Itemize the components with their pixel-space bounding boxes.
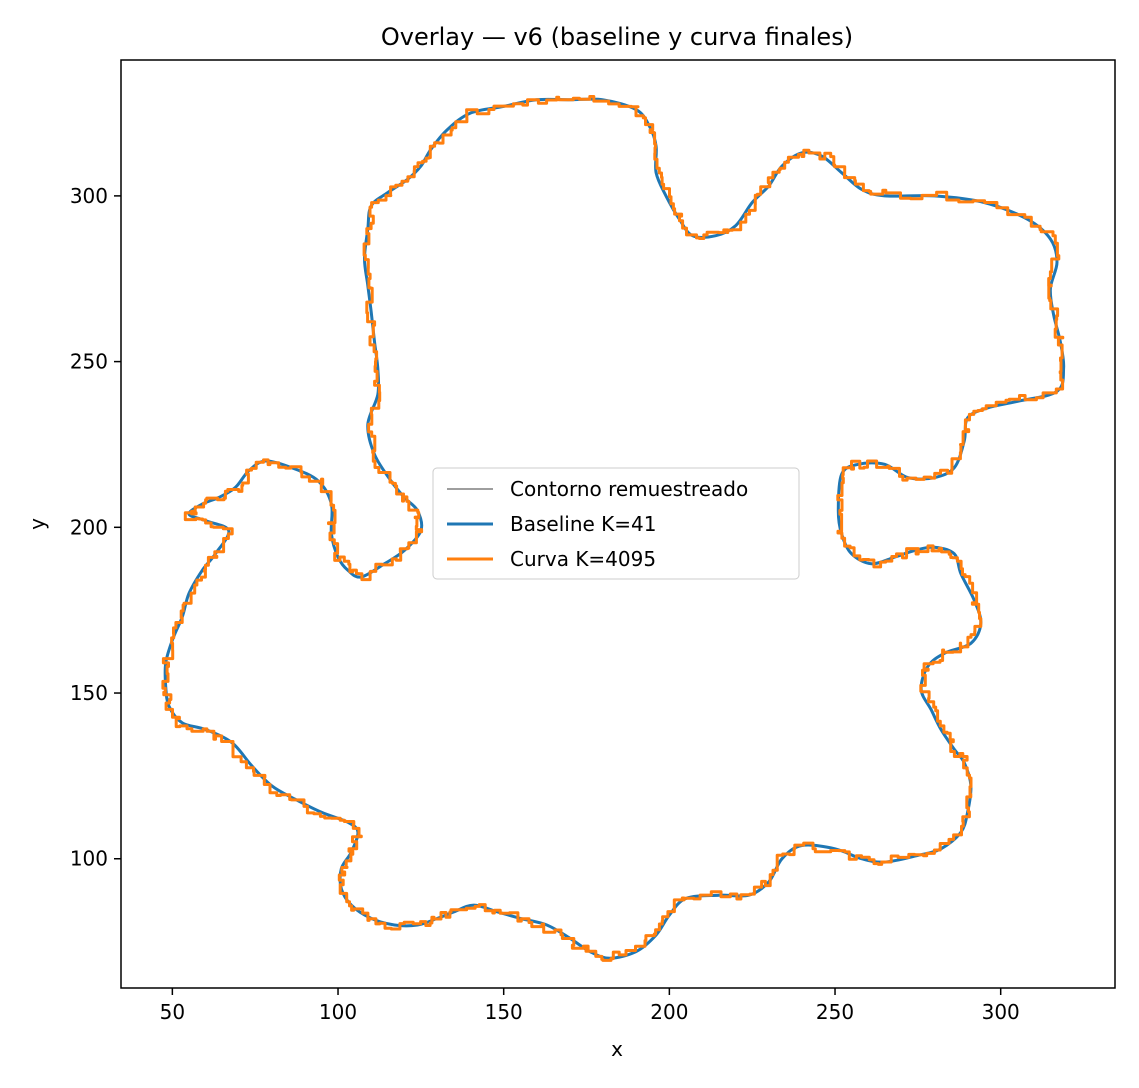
y-tick-label: 250 bbox=[70, 350, 108, 374]
x-axis-ticks: 50 100 150 200 250 300 bbox=[160, 988, 1020, 1024]
legend-label-1: Baseline K=41 bbox=[510, 512, 656, 536]
y-axis-ticks: 100 150 200 250 300 bbox=[70, 184, 121, 871]
x-tick-label: 50 bbox=[160, 1000, 185, 1024]
x-tick-label: 300 bbox=[982, 1000, 1020, 1024]
x-axis-label: x bbox=[611, 1037, 623, 1061]
y-tick-label: 200 bbox=[70, 515, 108, 539]
series-layer bbox=[161, 95, 1066, 962]
legend-label-0: Contorno remuestreado bbox=[510, 477, 748, 501]
x-tick-label: 200 bbox=[650, 1000, 688, 1024]
x-tick-label: 100 bbox=[319, 1000, 357, 1024]
plot-frame bbox=[120, 59, 1116, 989]
y-tick-label: 300 bbox=[70, 184, 108, 208]
x-tick-label: 250 bbox=[816, 1000, 854, 1024]
legend-label-2: Curva K=4095 bbox=[510, 547, 656, 571]
y-tick-label: 100 bbox=[70, 847, 108, 871]
legend-box bbox=[432, 467, 800, 580]
chart-title: Overlay — v6 (baseline y curva finales) bbox=[381, 23, 853, 51]
series-line-2 bbox=[161, 95, 1065, 962]
y-tick-label: 150 bbox=[70, 681, 108, 705]
x-tick-label: 150 bbox=[485, 1000, 523, 1024]
y-axis-label: y bbox=[25, 518, 49, 530]
legend: Contorno remuestreado Baseline K=41 Curva … bbox=[432, 467, 800, 580]
